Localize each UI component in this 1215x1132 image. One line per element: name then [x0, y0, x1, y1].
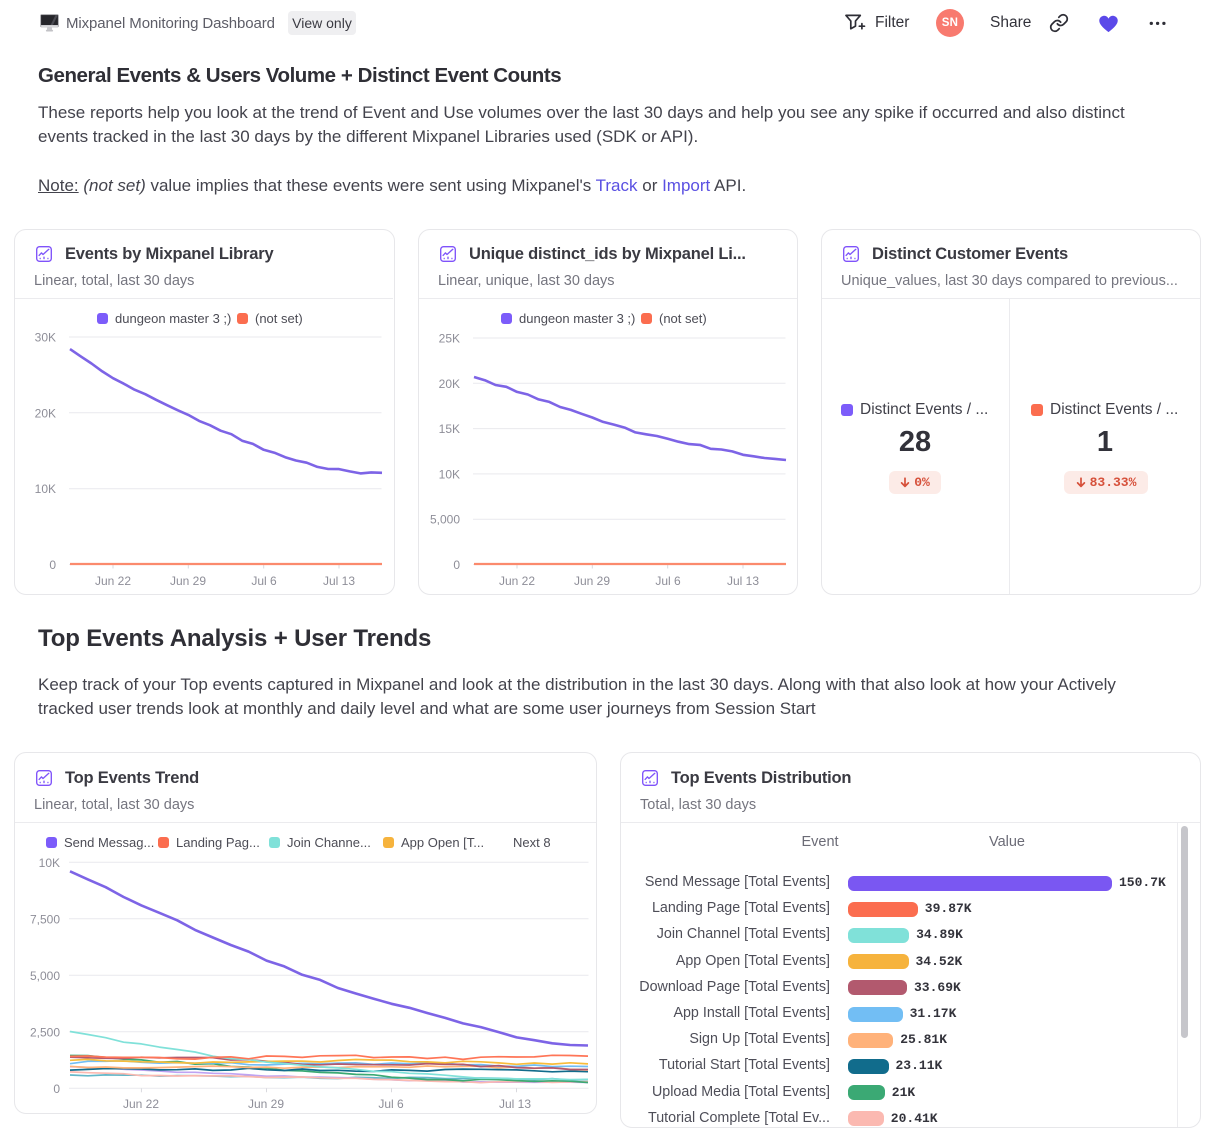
svg-text:2,500: 2,500 [30, 1025, 60, 1039]
svg-text:10K: 10K [39, 856, 60, 870]
svg-text:20K: 20K [35, 406, 56, 420]
svg-text:10K: 10K [35, 482, 56, 496]
svg-text:0: 0 [49, 558, 56, 572]
svg-text:15K: 15K [439, 422, 460, 436]
svg-text:5,000: 5,000 [30, 969, 60, 983]
svg-text:7,500: 7,500 [30, 912, 60, 926]
svg-text:0: 0 [53, 1082, 60, 1096]
svg-text:0: 0 [453, 558, 460, 572]
svg-text:25K: 25K [439, 332, 460, 346]
svg-text:10K: 10K [439, 467, 460, 481]
svg-text:5,000: 5,000 [430, 513, 460, 527]
svg-text:30K: 30K [35, 331, 56, 345]
svg-text:20K: 20K [439, 377, 460, 391]
